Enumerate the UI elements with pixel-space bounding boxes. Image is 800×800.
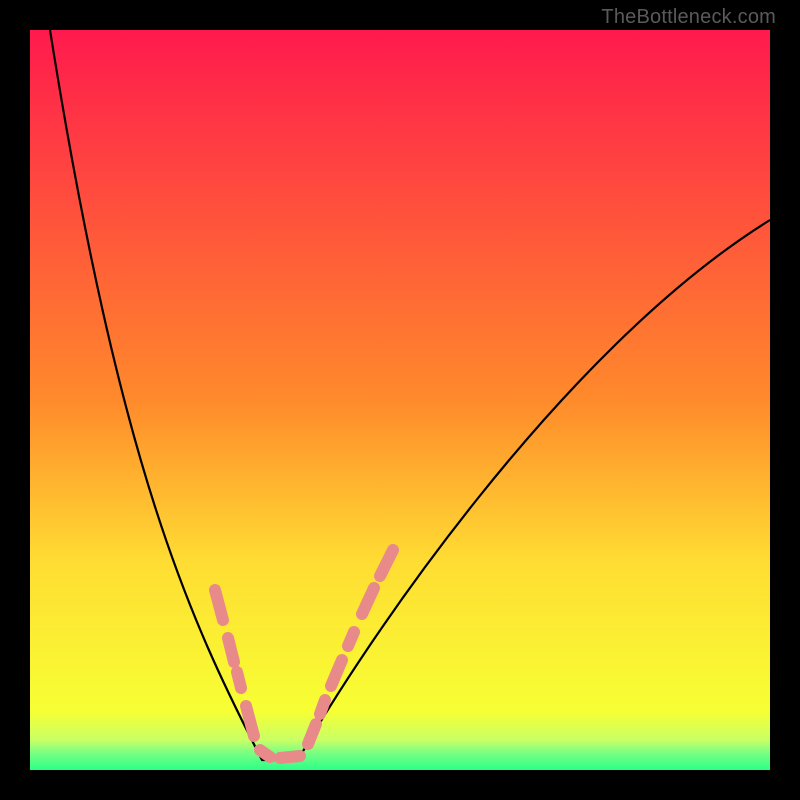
watermark-text: TheBottleneck.com bbox=[601, 6, 776, 29]
dash-segment bbox=[280, 756, 300, 758]
dash-segment bbox=[215, 590, 223, 620]
dash-segment bbox=[362, 588, 374, 614]
dash-segment bbox=[308, 724, 316, 744]
dash-segment bbox=[331, 660, 342, 686]
dash-segment bbox=[246, 706, 254, 736]
dash-segment bbox=[380, 550, 393, 576]
dash-segment bbox=[320, 700, 325, 714]
dash-segment bbox=[228, 638, 234, 662]
chart-svg bbox=[0, 0, 800, 800]
dash-overlay-group bbox=[215, 550, 393, 758]
chart-frame: TheBottleneck.com bbox=[0, 0, 800, 800]
dash-segment bbox=[237, 672, 241, 688]
v-curve-line bbox=[50, 30, 770, 760]
dash-segment bbox=[348, 632, 354, 646]
dash-segment bbox=[260, 750, 270, 757]
